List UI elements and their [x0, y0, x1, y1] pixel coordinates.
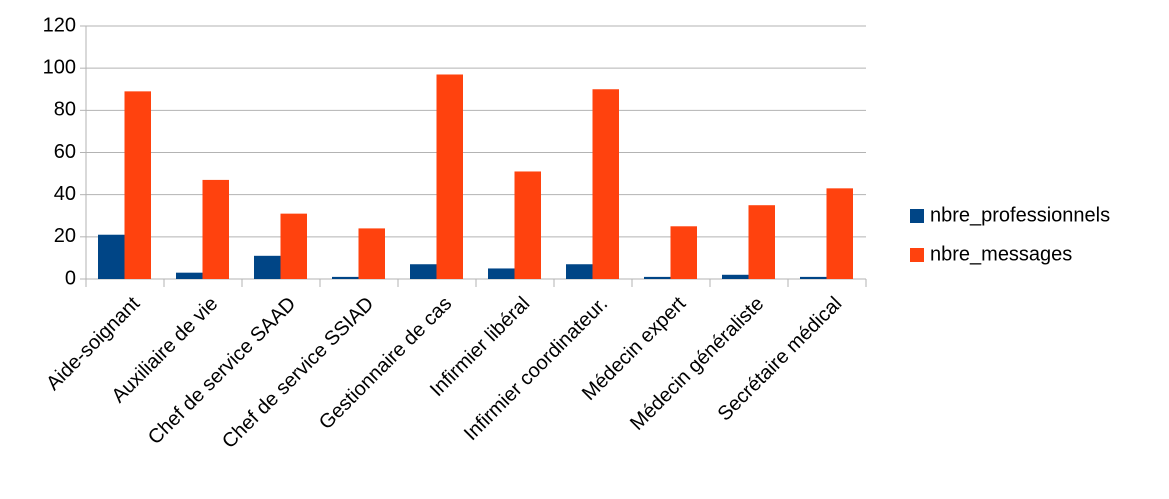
y-tick-label: 0 [65, 267, 76, 289]
bar [98, 234, 125, 279]
bar [566, 264, 593, 279]
x-tick-label: Gestionnaire de cas [315, 293, 456, 434]
legend-label: nbre_messages [930, 243, 1072, 265]
bar [202, 179, 229, 279]
bar [280, 213, 307, 279]
bar [410, 264, 437, 279]
bar [124, 91, 151, 279]
bar [514, 171, 541, 279]
y-tick-label: 20 [54, 225, 76, 247]
bar [644, 276, 671, 279]
y-tick-label: 100 [43, 56, 76, 78]
bar [332, 276, 359, 279]
legend-swatch [910, 248, 924, 262]
bar [592, 89, 619, 279]
bar [176, 272, 203, 279]
x-tick-label: Infirmier coordinateur. [460, 293, 612, 445]
bar [436, 74, 463, 279]
y-tick-label: 60 [54, 141, 76, 163]
x-tick-label: Chef de service SSIAD [218, 293, 378, 453]
bar [722, 274, 749, 279]
y-tick-label: 120 [43, 14, 76, 36]
y-tick-label: 80 [54, 99, 76, 121]
legend-label: nbre_professionnels [930, 204, 1110, 226]
bar [670, 226, 697, 279]
bar [254, 255, 281, 279]
bar [488, 268, 515, 279]
bar [800, 276, 827, 279]
bar [358, 228, 385, 279]
y-tick-label: 40 [54, 183, 76, 205]
legend-swatch [910, 209, 924, 223]
x-tick-label: Médecin généraliste [626, 293, 768, 435]
x-tick-label: Chef de service SAAD [144, 293, 300, 449]
bar [748, 205, 775, 279]
bar [826, 188, 853, 279]
